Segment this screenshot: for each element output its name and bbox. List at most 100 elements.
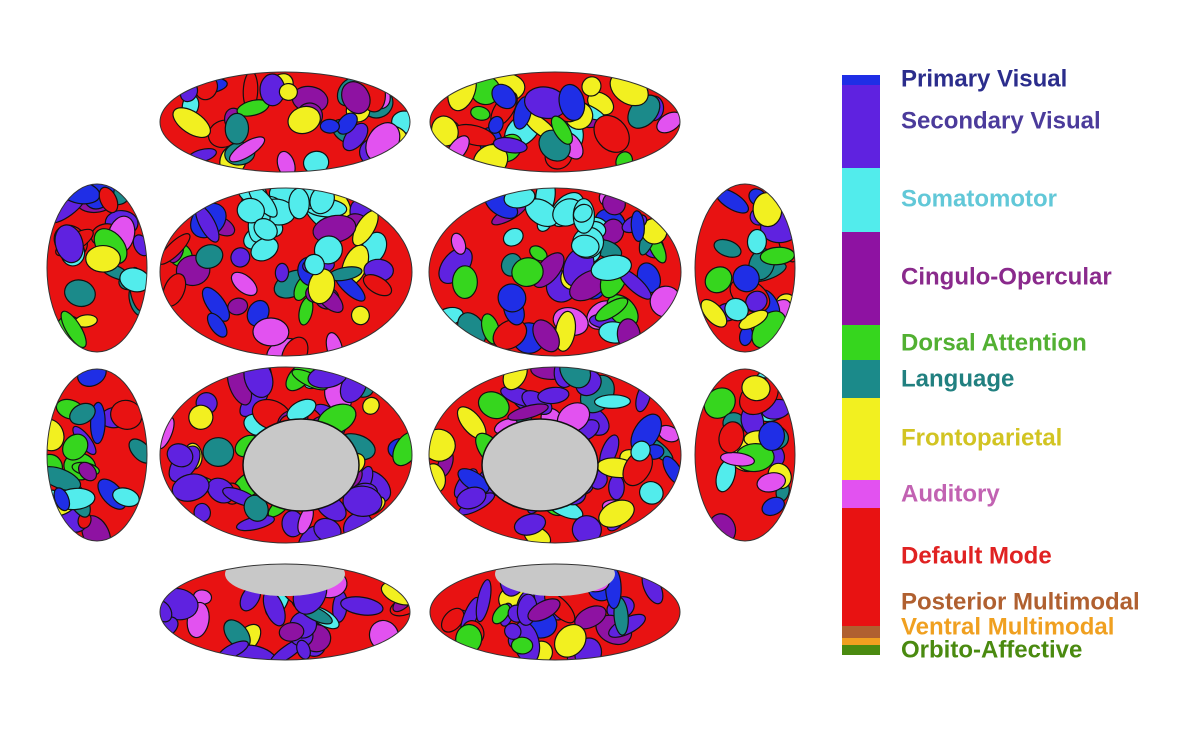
parcel	[202, 437, 235, 467]
brain-outline	[694, 183, 796, 353]
parcel	[450, 232, 467, 255]
parcel	[110, 399, 143, 430]
parcel	[732, 264, 760, 293]
legend: Primary Visual Secondary Visual Somatomoto…	[842, 65, 1140, 663]
parcel	[362, 274, 393, 297]
parcel	[510, 636, 534, 655]
legend-swatch	[842, 232, 880, 325]
parcel	[598, 499, 635, 528]
parcel	[304, 253, 325, 276]
parcel	[392, 431, 412, 467]
parcel	[85, 244, 122, 273]
parcel	[350, 305, 370, 326]
brain-view	[160, 72, 410, 172]
parcel	[537, 386, 570, 405]
parcel	[570, 234, 600, 258]
brain-view	[160, 367, 412, 543]
brain-outline	[428, 187, 682, 357]
legend-label: Posterior Multimodal	[901, 588, 1140, 615]
parcel	[719, 451, 756, 467]
parcel	[758, 420, 786, 452]
parcel	[492, 137, 528, 154]
parcel	[550, 115, 573, 145]
parcel	[274, 262, 290, 283]
medial-wall	[242, 418, 360, 512]
parcel	[497, 283, 527, 313]
parcel	[288, 188, 310, 220]
parcel	[581, 76, 602, 97]
legend-swatch	[842, 325, 880, 360]
parcel	[513, 513, 547, 536]
brain-view	[430, 72, 680, 172]
parcel	[278, 622, 305, 642]
brain-view	[695, 184, 795, 352]
brain-view	[47, 184, 147, 352]
legend-label: Default Mode	[901, 542, 1052, 569]
legend-label: Secondary Visual	[901, 107, 1101, 134]
legend-swatch	[842, 508, 880, 626]
parcel	[230, 271, 258, 297]
brain-view	[430, 564, 680, 660]
parcel	[252, 317, 290, 347]
parcel	[532, 319, 560, 353]
parcel	[77, 461, 98, 482]
parcel	[559, 367, 592, 389]
parcel	[718, 421, 745, 454]
parcel	[593, 394, 631, 409]
parcel	[276, 150, 296, 172]
parcel	[630, 440, 651, 462]
brain-outline	[159, 366, 413, 544]
parcel	[572, 203, 593, 223]
legend-swatch	[842, 360, 880, 398]
parcel	[700, 298, 728, 328]
legend-swatch	[842, 480, 880, 508]
parcel	[286, 398, 317, 422]
parcel	[119, 267, 147, 293]
parcel	[319, 118, 340, 134]
medial-wall	[225, 564, 345, 596]
brain-outline	[46, 183, 148, 353]
parcel	[553, 623, 587, 658]
parcel	[160, 233, 191, 265]
brain-outline	[159, 71, 411, 173]
brain-outline	[428, 366, 682, 544]
parcel	[746, 228, 767, 255]
brain-views	[46, 71, 796, 661]
parcel	[656, 111, 680, 134]
parcel	[60, 310, 87, 349]
parcel	[475, 579, 492, 623]
brain-outline	[429, 563, 681, 661]
parcel	[62, 433, 89, 461]
parcel	[713, 238, 742, 258]
parcel	[228, 136, 266, 163]
parcel	[590, 254, 632, 282]
parcel	[638, 481, 664, 505]
parcel	[64, 279, 96, 308]
parcel	[594, 297, 629, 322]
medial-wall	[495, 564, 615, 596]
parcel	[704, 266, 733, 294]
parcel	[307, 268, 336, 305]
brain-view	[429, 188, 681, 356]
parcel	[302, 150, 330, 172]
parcel	[503, 622, 522, 640]
brain-outline	[429, 71, 681, 173]
medial-wall	[481, 418, 599, 512]
brain-view	[695, 369, 795, 541]
parcel	[738, 309, 769, 331]
parcel	[253, 218, 278, 241]
parcel	[477, 391, 510, 420]
parcel	[630, 210, 645, 242]
parcel	[69, 402, 96, 426]
legend-label: Cingulo-Opercular	[901, 263, 1112, 290]
parcel	[160, 599, 173, 623]
legend-swatch	[842, 398, 880, 480]
parcel	[491, 83, 517, 110]
parcel	[172, 107, 211, 139]
parcel	[440, 607, 465, 633]
legend-swatch	[842, 638, 880, 645]
legend-swatch	[842, 85, 880, 168]
parcel	[488, 115, 504, 134]
parcel	[54, 224, 84, 264]
brain-view	[47, 369, 147, 541]
